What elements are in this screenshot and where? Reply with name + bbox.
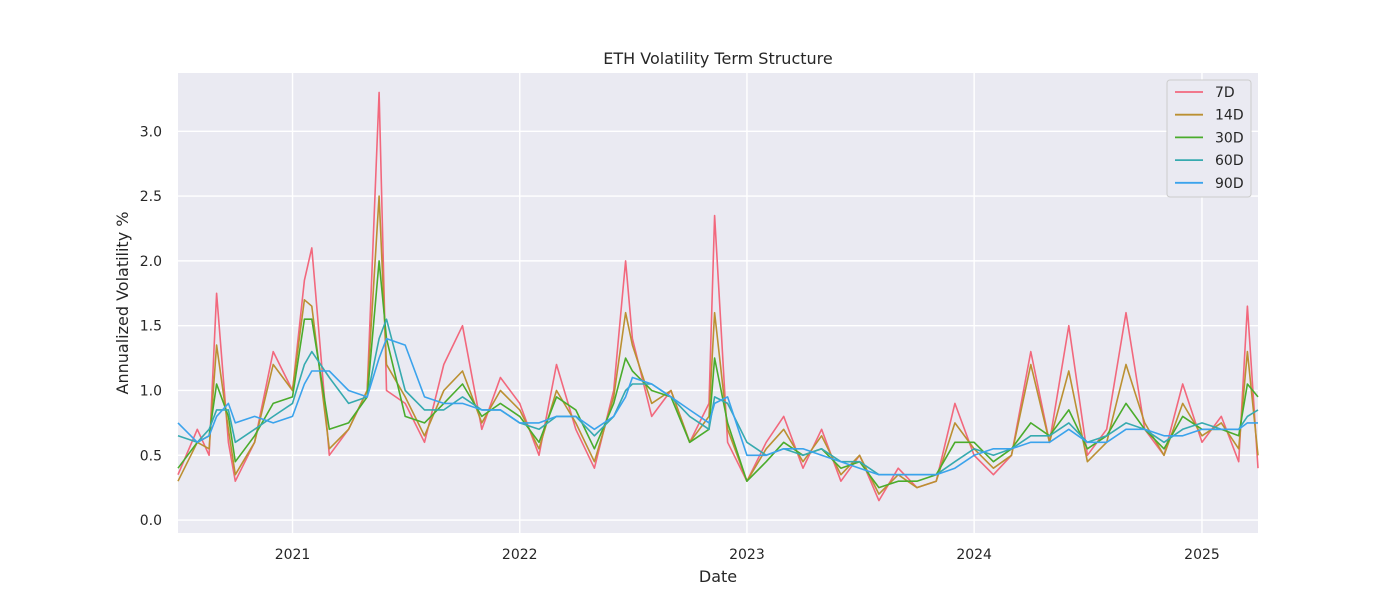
legend-box bbox=[1166, 79, 1252, 198]
y-tick-label: 3.0 bbox=[140, 124, 162, 140]
plot-area bbox=[178, 73, 1258, 533]
legend-label: 7D bbox=[1215, 85, 1235, 101]
legend-label: 14D bbox=[1215, 108, 1244, 124]
x-tick-label: 2022 bbox=[502, 547, 538, 563]
y-tick-label: 1.5 bbox=[140, 319, 162, 335]
legend-label: 90D bbox=[1215, 176, 1244, 192]
y-tick-label: 1.0 bbox=[140, 383, 162, 399]
y-tick-label: 0.5 bbox=[140, 448, 162, 464]
x-tick-label: 2023 bbox=[729, 547, 765, 563]
series-line-30d bbox=[177, 260, 1259, 489]
legend-label: 60D bbox=[1215, 153, 1244, 169]
y-tick-label: 2.0 bbox=[140, 254, 162, 270]
x-tick-label: 2021 bbox=[275, 547, 311, 563]
series-line-60d bbox=[177, 318, 1259, 476]
y-axis-title: Annualized Volatility % bbox=[113, 212, 132, 395]
legend-label: 30D bbox=[1215, 130, 1244, 146]
series-line-90d bbox=[177, 337, 1258, 476]
x-axis-title: Date bbox=[699, 567, 737, 586]
chart-title: ETH Volatility Term Structure bbox=[603, 49, 832, 68]
y-tick-label: 0.0 bbox=[140, 513, 162, 529]
y-tick-label: 2.5 bbox=[140, 189, 162, 205]
x-tick-label: 2025 bbox=[1184, 547, 1220, 563]
x-tick-label: 2024 bbox=[956, 547, 992, 563]
legend: 7D 14D 30D 60D 90D bbox=[1166, 79, 1252, 198]
